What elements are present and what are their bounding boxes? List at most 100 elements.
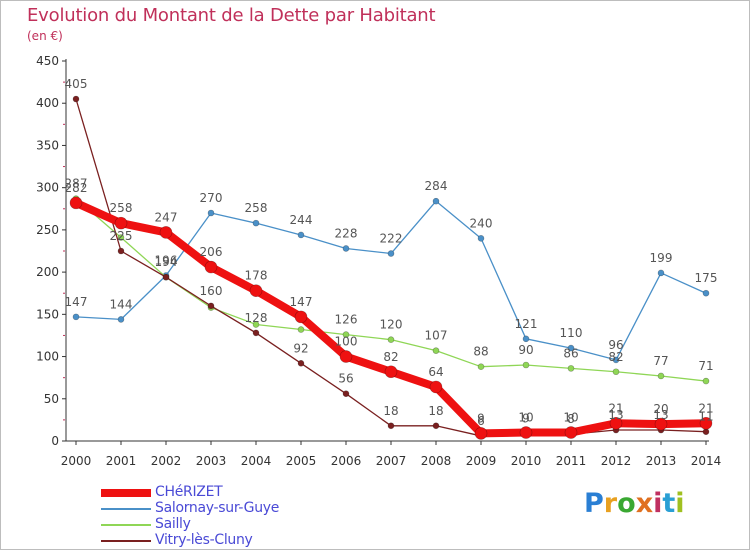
- unit-label: (en €): [27, 29, 63, 43]
- legend-swatch: [101, 508, 151, 510]
- data-point-cherizet: [699, 416, 713, 430]
- axes: 0 50 100 150 200 250 300 350 400 450 2000 2001 2002 2…: [36, 54, 721, 468]
- x-tick-label: 2012: [601, 454, 632, 468]
- data-point-salornay-sur-guye: [522, 335, 530, 343]
- data-point-salornay-sur-guye: [117, 316, 125, 323]
- x-tick-label: 2004: [241, 454, 272, 468]
- data-label-cherizet: 10: [563, 411, 578, 425]
- data-label-salornay-sur-guye: 196: [155, 253, 178, 267]
- data-point-vitry-les-cluny: [297, 360, 305, 367]
- y-tick-label: 50: [44, 392, 59, 406]
- data-point-vitry-les-cluny: [162, 273, 170, 281]
- x-tick-label: 2010: [511, 454, 542, 468]
- data-label-salornay-sur-guye: 199: [650, 251, 673, 265]
- x-tick-label: 2008: [421, 454, 452, 468]
- data-point-vitry-les-cluny: [117, 247, 125, 255]
- data-point-cherizet: [114, 216, 128, 230]
- data-label-sailly: 287: [65, 177, 88, 191]
- data-label-cherizet: 82: [383, 350, 398, 364]
- data-point-vitry-les-cluny: [702, 428, 710, 436]
- data-point-salornay-sur-guye: [297, 231, 305, 239]
- data-label-salornay-sur-guye: 244: [290, 213, 313, 227]
- line-chart: 0 50 100 150 200 250 300 350 400 450 2000 2001 2002 2…: [36, 54, 721, 468]
- data-label-cherizet: 100: [335, 335, 358, 349]
- x-tick-label: 2003: [196, 454, 227, 468]
- data-label-sailly: 71: [698, 359, 713, 373]
- data-point-vitry-les-cluny: [387, 422, 395, 430]
- legend-label: Salornay-sur-Guye: [155, 500, 280, 516]
- data-label-salornay-sur-guye: 144: [110, 297, 133, 311]
- data-point-salornay-sur-guye: [612, 356, 620, 364]
- data-label-cherizet: 258: [110, 201, 133, 215]
- data-label-cherizet: 10: [518, 411, 533, 425]
- x-tick-label: 2005: [286, 454, 317, 468]
- x-tick-label: 2009: [466, 454, 497, 468]
- data-label-salornay-sur-guye: 258: [245, 201, 268, 215]
- data-point-vitry-les-cluny: [72, 95, 80, 103]
- y-tick-label: 0: [51, 434, 59, 448]
- data-label-salornay-sur-guye: 240: [470, 216, 493, 230]
- data-point-sailly: [567, 365, 575, 372]
- data-point-cherizet: [249, 284, 263, 297]
- y-tick-label: 200: [36, 265, 59, 279]
- data-point-cherizet: [384, 365, 398, 379]
- data-label-vitry-les-cluny: 128: [245, 311, 268, 325]
- data-point-salornay-sur-guye: [72, 313, 80, 321]
- data-label-salornay-sur-guye: 222: [380, 232, 403, 246]
- data-point-cherizet: [519, 426, 533, 439]
- data-point-cherizet: [69, 196, 83, 210]
- data-point-vitry-les-cluny: [432, 422, 440, 430]
- data-label-vitry-les-cluny: 9: [522, 411, 530, 425]
- data-point-salornay-sur-guye: [252, 219, 260, 227]
- legend-swatch: [101, 540, 151, 542]
- y-tick-label: 300: [36, 181, 59, 195]
- data-point-cherizet: [474, 427, 488, 440]
- legend-label: CHéRIZET: [155, 484, 223, 500]
- data-label-sailly: 77: [653, 354, 668, 368]
- data-point-sailly: [117, 234, 125, 241]
- data-point-sailly: [432, 347, 440, 354]
- chart-title: Evolution du Montant de la Dette par Hab…: [27, 5, 436, 26]
- data-label-vitry-les-cluny: 225: [110, 229, 133, 243]
- data-label-vitry-les-cluny: 13: [653, 408, 668, 422]
- data-point-salornay-sur-guye: [387, 250, 395, 257]
- x-tick-label: 2013: [646, 454, 677, 468]
- data-point-vitry-les-cluny: [207, 302, 215, 310]
- y-tick-label: 150: [36, 307, 59, 321]
- data-label-vitry-les-cluny: 18: [383, 404, 398, 418]
- data-label-vitry-les-cluny: 405: [65, 77, 88, 91]
- data-point-sailly: [342, 331, 350, 338]
- data-label-sailly: 82: [608, 350, 623, 364]
- data-label-vitry-les-cluny: 160: [200, 284, 223, 298]
- data-point-sailly: [657, 372, 665, 380]
- data-point-sailly: [702, 377, 710, 385]
- data-label-salornay-sur-guye: 270: [200, 191, 223, 205]
- data-label-cherizet: 64: [428, 365, 443, 379]
- data-point-cherizet: [564, 426, 578, 439]
- data-label-cherizet: 147: [290, 295, 313, 309]
- data-label-cherizet: 21: [608, 401, 623, 415]
- data-point-cherizet: [159, 226, 173, 239]
- data-point-sailly: [522, 361, 530, 369]
- data-label-cherizet: 21: [698, 401, 713, 415]
- data-label-sailly: 86: [563, 346, 578, 360]
- data-point-cherizet: [429, 380, 443, 394]
- data-label-cherizet: 247: [155, 210, 178, 224]
- data-label-salornay-sur-guye: 96: [608, 338, 623, 352]
- data-label-cherizet: 178: [245, 269, 268, 283]
- data-point-vitry-les-cluny: [252, 329, 260, 337]
- x-tick-label: 2002: [151, 454, 182, 468]
- data-label-vitry-les-cluny: 194: [155, 255, 178, 269]
- data-point-salornay-sur-guye: [207, 209, 215, 217]
- data-label-salornay-sur-guye: 228: [335, 226, 358, 240]
- data-label-salornay-sur-guye: 110: [560, 326, 583, 340]
- y-tick-label: 400: [36, 96, 59, 110]
- legend-label: Vitry-lès-Cluny: [155, 532, 253, 548]
- data-point-salornay-sur-guye: [432, 197, 440, 205]
- x-tick-label: 2000: [61, 454, 92, 468]
- x-tick-label: 2011: [556, 454, 587, 468]
- data-point-sailly: [297, 326, 305, 333]
- data-label-sailly: 90: [518, 343, 533, 357]
